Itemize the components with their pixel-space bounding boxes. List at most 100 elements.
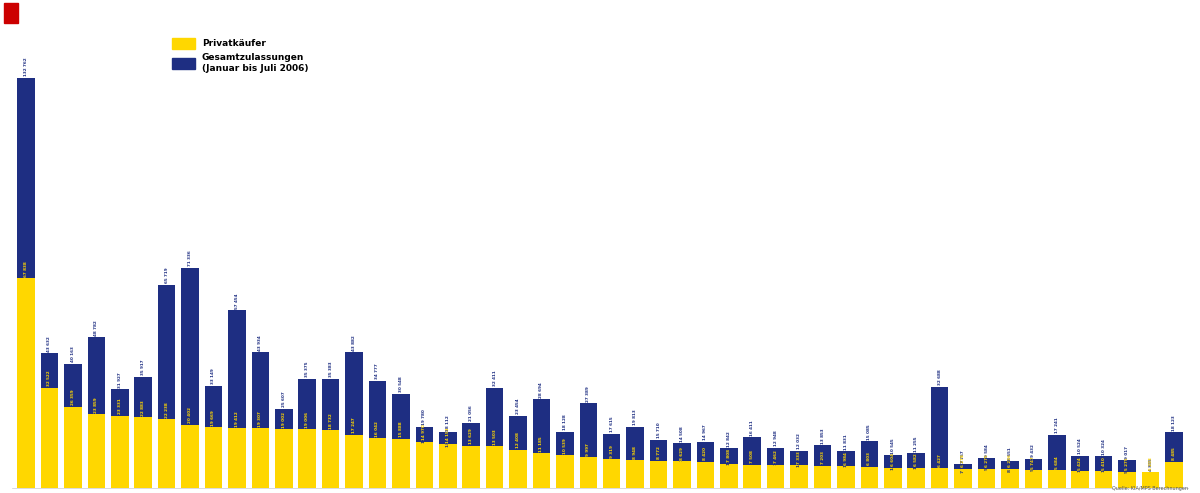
Bar	[439, 444, 456, 488]
Bar	[884, 468, 901, 488]
Text: 12 408: 12 408	[516, 432, 520, 448]
Text: 7 462: 7 462	[774, 470, 778, 483]
Text: 7 757: 7 757	[961, 459, 965, 473]
Text: 15 085: 15 085	[868, 424, 871, 440]
Text: 22 238: 22 238	[164, 446, 169, 462]
Text: 19 002: 19 002	[282, 450, 286, 467]
Text: 6 604: 6 604	[890, 453, 895, 466]
Text: 16 411: 16 411	[750, 443, 755, 459]
Bar	[4, 2, 18, 23]
Text: 32 688: 32 688	[937, 370, 942, 386]
Bar	[860, 467, 878, 488]
Text: 9 319: 9 319	[610, 467, 613, 481]
Bar	[673, 461, 691, 488]
Bar	[580, 457, 598, 488]
Text: 19 006: 19 006	[305, 412, 310, 428]
Text: 25 607: 25 607	[282, 411, 286, 427]
Bar	[228, 428, 246, 488]
Text: 8 629: 8 629	[680, 468, 684, 482]
Text: 6 275: 6 275	[984, 455, 989, 467]
Bar	[228, 311, 246, 488]
Bar	[158, 420, 175, 488]
Bar	[486, 388, 503, 488]
Text: 23 331: 23 331	[118, 399, 121, 415]
Text: 9 017: 9 017	[1126, 459, 1129, 473]
Text: 5 424: 5 424	[1079, 457, 1082, 470]
Text: 19 669: 19 669	[211, 410, 216, 426]
Text: 22 883: 22 883	[142, 445, 145, 461]
Text: 71 336: 71 336	[188, 338, 192, 354]
Text: 22 883: 22 883	[142, 400, 145, 416]
Bar	[1094, 456, 1112, 488]
Text: 13 629: 13 629	[469, 458, 473, 475]
Text: 43 934: 43 934	[258, 382, 263, 399]
Text: 10 524: 10 524	[1079, 438, 1082, 454]
Bar	[1165, 432, 1183, 488]
Text: 26 359: 26 359	[71, 439, 74, 456]
Text: 13 503: 13 503	[492, 429, 497, 445]
Bar	[64, 364, 82, 488]
Text: 5 684: 5 684	[1055, 456, 1058, 469]
Text: 27 389: 27 389	[587, 386, 590, 402]
Bar	[110, 389, 128, 488]
Text: 14 508: 14 508	[680, 444, 684, 461]
Text: 5 410: 5 410	[1102, 457, 1105, 470]
Text: 35 375: 35 375	[305, 396, 310, 412]
Text: 30 548: 30 548	[398, 408, 403, 424]
Bar	[299, 379, 316, 488]
Text: 7 808: 7 808	[727, 469, 731, 483]
Bar	[88, 337, 106, 488]
Bar	[181, 425, 199, 488]
Text: 40 163: 40 163	[71, 377, 74, 394]
Bar	[720, 448, 738, 488]
Bar	[415, 427, 433, 488]
Text: 7 333: 7 333	[797, 470, 802, 484]
Text: 34 777: 34 777	[376, 401, 379, 418]
Bar	[158, 285, 175, 488]
Text: 19 813: 19 813	[634, 435, 637, 452]
Text: 35 917: 35 917	[142, 389, 145, 406]
Bar	[392, 393, 409, 488]
Text: 10 545: 10 545	[890, 438, 895, 454]
Text: 17 615: 17 615	[610, 438, 613, 455]
Text: 7 508: 7 508	[750, 470, 755, 483]
Text: 32 411: 32 411	[492, 409, 497, 425]
Text: 13 503: 13 503	[492, 459, 497, 476]
Text: 23 454: 23 454	[516, 424, 520, 441]
Text: 16 411: 16 411	[750, 420, 755, 436]
Bar	[1118, 472, 1136, 488]
Text: 33 149: 33 149	[211, 368, 216, 384]
Text: 8 485: 8 485	[1172, 468, 1176, 482]
Text: 40 163: 40 163	[71, 347, 74, 362]
Text: 33 149: 33 149	[211, 398, 216, 415]
Text: 5 410: 5 410	[1102, 473, 1105, 487]
Bar	[626, 427, 644, 488]
Bar	[978, 469, 995, 488]
Bar	[486, 446, 503, 488]
Bar	[134, 377, 152, 488]
Bar	[392, 439, 409, 488]
Text: 25 607: 25 607	[282, 391, 286, 407]
Bar	[275, 409, 293, 488]
Text: 132 762: 132 762	[24, 168, 28, 188]
Text: 15 710: 15 710	[656, 422, 660, 438]
Bar	[205, 386, 222, 488]
Bar	[1165, 462, 1183, 488]
Text: 35 917: 35 917	[142, 360, 145, 376]
Bar	[462, 423, 480, 488]
Bar	[1048, 470, 1066, 488]
Bar	[509, 416, 527, 488]
Text: 35 375: 35 375	[305, 362, 310, 377]
Bar	[110, 416, 128, 488]
Text: 17 247: 17 247	[352, 418, 356, 433]
Text: 19 307: 19 307	[258, 411, 263, 427]
Text: 11 831: 11 831	[844, 434, 848, 450]
Text: 65 719: 65 719	[164, 344, 169, 360]
Bar	[41, 387, 59, 488]
Text: 14 970: 14 970	[422, 457, 426, 473]
Text: 6 427: 6 427	[937, 454, 942, 467]
Bar	[931, 387, 948, 488]
Bar	[814, 445, 832, 488]
Text: 6 984: 6 984	[844, 452, 848, 465]
Text: 18 123: 18 123	[1172, 439, 1176, 456]
